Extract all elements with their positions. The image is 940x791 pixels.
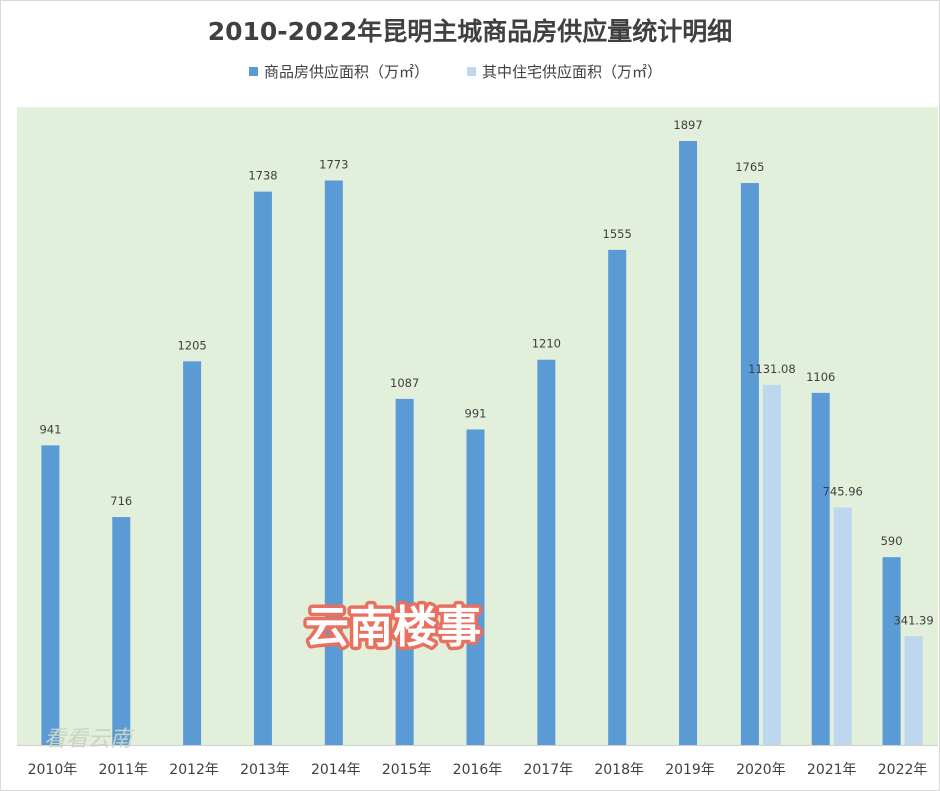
data-labels-group: 941 716 1205 1738 1773 1087 991 1210 1555 1897 176… [39,118,933,627]
data-label-series-1-2015年: 1087 [390,376,419,390]
bar-series-1-2021年 [811,392,830,745]
x-tick-label-2022年: 2022年 [878,762,928,778]
bar-series-1-2011年 [112,517,131,745]
x-tick-label-2019年: 2019年 [665,762,715,778]
x-tick-label-2012年: 2012年 [169,762,219,778]
bar-series-1-2014年 [324,180,343,745]
data-label-series-1-2016年: 991 [465,406,487,420]
bar-series-2-2020年 [762,384,781,745]
bar-series-1-2018年 [608,249,627,745]
bar-series-1-2010年 [41,445,60,745]
legend-label-series-2: 其中住宅供应面积（万㎡） [482,63,662,81]
legend-swatch-series-1 [249,67,258,76]
data-label-series-1-2012年: 1205 [177,338,206,352]
bar-series-1-2013年 [253,191,272,746]
data-label-series-1-2019年: 1897 [673,118,702,132]
bars-group [41,141,923,746]
x-tick-label-2014年: 2014年 [311,762,361,778]
data-label-series-1-2020年: 1765 [735,160,764,174]
data-label-series-1-2010年: 941 [39,422,61,436]
data-label-series-1-2013年: 1738 [248,169,277,183]
bar-series-1-2019年 [679,141,698,745]
data-label-series-1-2018年: 1555 [603,227,632,241]
x-tick-label-2015年: 2015年 [382,762,432,778]
bar-series-1-2016年 [466,429,485,745]
bar-series-1-2022年 [882,557,901,745]
data-label-series-1-2011年: 716 [110,494,132,508]
legend-swatch-series-2 [467,67,476,76]
data-label-series-2-2020年: 1131.08 [748,362,796,376]
main-watermark: 云南楼事 [305,602,481,653]
data-label-series-2-2022年: 341.39 [893,613,933,627]
data-label-series-1-2014年: 1773 [319,157,348,171]
corner-watermark: 看看云南 [44,727,135,752]
data-label-series-1-2022年: 590 [881,534,903,548]
x-tick-label-2010年: 2010年 [28,762,78,778]
x-tick-label-2021年: 2021年 [807,762,857,778]
x-tick-label-2011年: 2011年 [98,762,148,778]
legend: 商品房供应面积（万㎡） 其中住宅供应面积（万㎡） [249,63,662,81]
bar-series-1-2017年 [537,359,556,745]
bar-series-1-2012年 [183,361,202,745]
x-tick-label-2018年: 2018年 [594,762,644,778]
x-tick-label-2013年: 2013年 [240,762,290,778]
data-label-series-1-2017年: 1210 [532,337,561,351]
x-axis-tick-labels: 2010年 2011年 2012年 2013年 2014年 2015年 2016年 2017年… [28,762,928,778]
bar-series-2-2022年 [904,636,923,745]
bar-series-1-2015年 [395,398,414,745]
data-label-series-1-2021年: 1106 [806,370,835,384]
data-label-series-2-2021年: 745.96 [823,484,863,498]
x-tick-label-2016年: 2016年 [453,762,503,778]
bar-series-2-2021年 [833,507,852,745]
legend-label-series-1: 商品房供应面积（万㎡） [264,63,429,81]
x-tick-label-2020年: 2020年 [736,762,786,778]
x-tick-label-2017年: 2017年 [524,762,574,778]
bar-series-1-2020年 [740,183,759,746]
chart-title: 2010-2022年昆明主城商品房供应量统计明细 [208,17,733,46]
